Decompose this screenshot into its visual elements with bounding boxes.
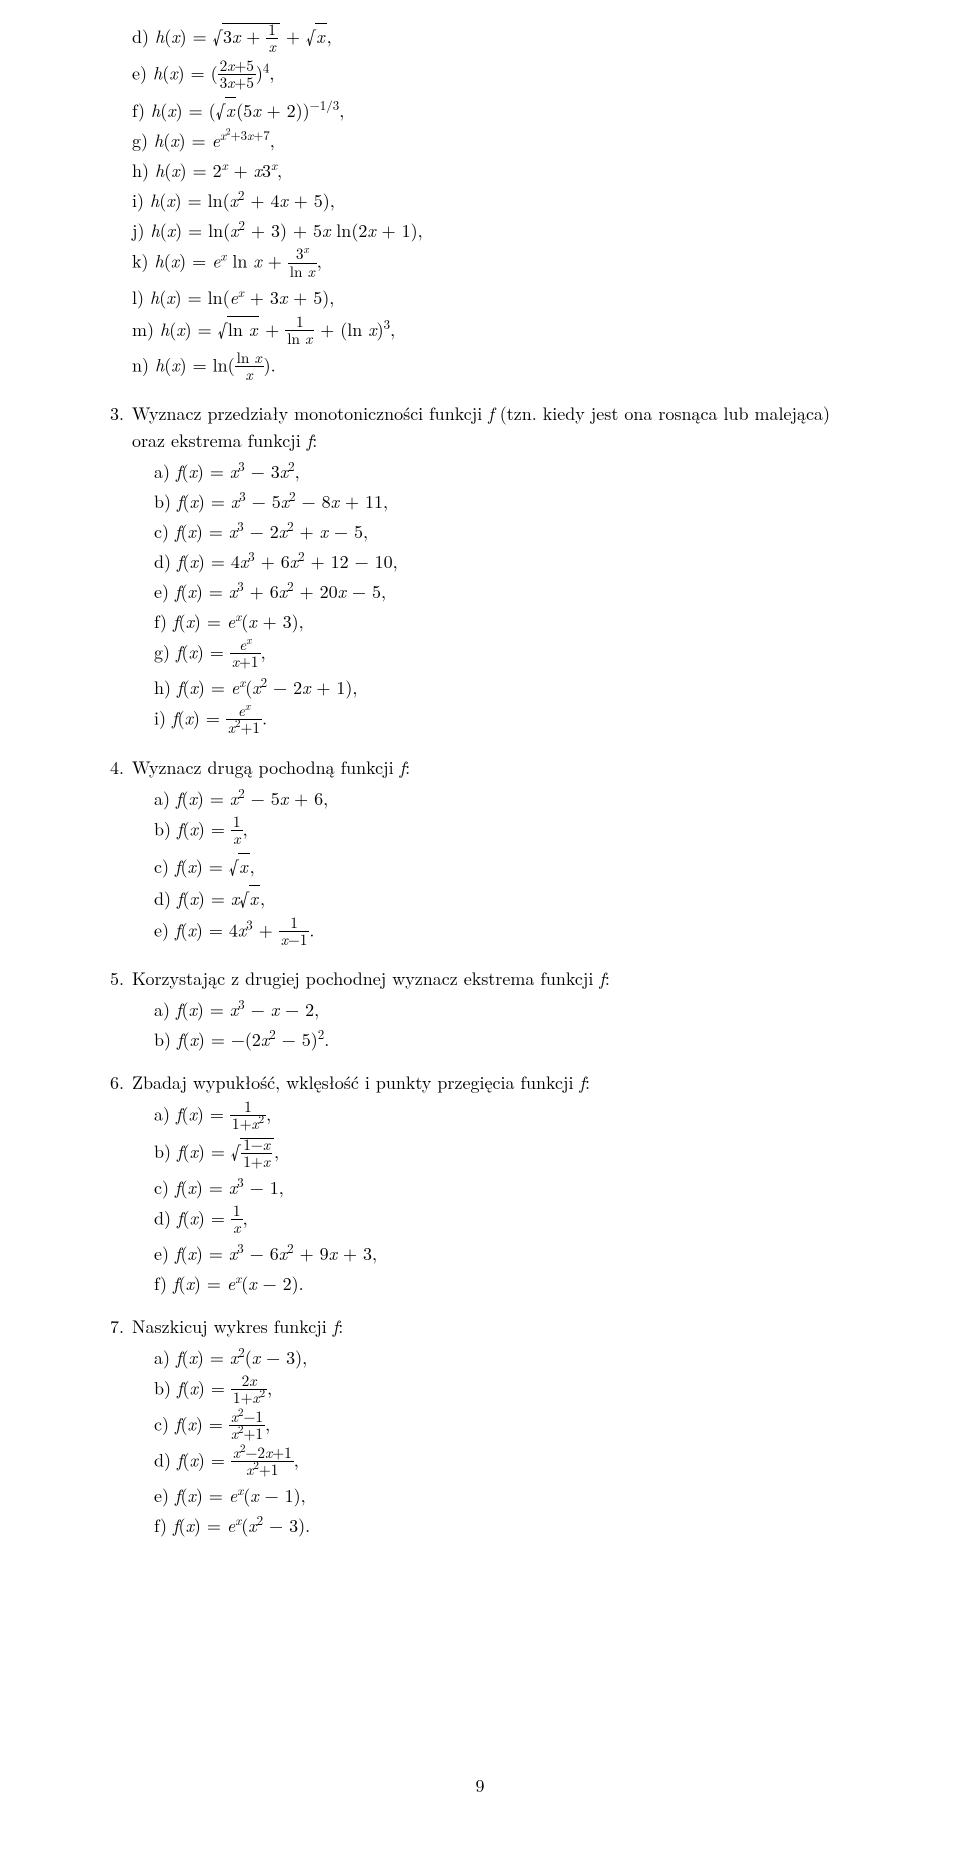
exercise-3-marker: 3. [110, 400, 132, 454]
exercise-5-marker: 5. [110, 965, 132, 992]
page: d) h(x) = 3x + 1x + x, e) h(x) = (2x+53x… [0, 0, 960, 1857]
item-4b: b) f(x) = 1x, [154, 815, 865, 848]
item-3d: d) f(x) = 4x3 + 6x2 + 12 − 10, [154, 548, 865, 575]
exercise-4-items: a) f(x) = x2 − 5x + 6, b) f(x) = 1x, c) … [132, 785, 865, 950]
item-2d: d) h(x) = 3x + 1x + x, [132, 21, 865, 56]
exercise-7-text: Naszkicuj wykres funkcji f: [132, 1313, 865, 1340]
item-2h: h) h(x) = 2x + x3x, [132, 157, 865, 184]
exercise-4-text: Wyznacz drugą pochodną funkcji f: [132, 754, 865, 781]
item-6c: c) f(x) = x3 − 1, [154, 1174, 865, 1201]
item-2j: j) h(x) = ln(x2 + 3) + 5x ln(2x + 1), [132, 217, 865, 244]
item-7f: f) f(x) = ex(x2 − 3). [154, 1512, 865, 1539]
item-2k: k) h(x) = ex ln x + 3xln x, [132, 247, 865, 280]
item-4e: e) f(x) = 4x3 + 1x−1. [154, 916, 865, 949]
item-4a: a) f(x) = x2 − 5x + 6, [154, 785, 865, 812]
item-6b: b) f(x) = 1−x1+x, [154, 1136, 865, 1171]
exercise-5: 5. Korzystając z drugiej pochodnej wyzna… [110, 965, 865, 992]
item-2l: l) h(x) = ln(ex + 3x + 5), [132, 284, 865, 311]
exercise-4: 4. Wyznacz drugą pochodną funkcji f: [110, 754, 865, 781]
item-4c: c) f(x) = x, [154, 851, 865, 881]
item-6a: a) f(x) = 11+x2, [154, 1100, 865, 1133]
item-7b: b) f(x) = 2x1+x2, [154, 1374, 865, 1407]
item-3f: f) f(x) = ex(x + 3), [154, 608, 865, 635]
cont-items: d) h(x) = 3x + 1x + x, e) h(x) = (2x+53x… [110, 21, 865, 384]
item-6f: f) f(x) = ex(x − 2). [154, 1270, 865, 1297]
item-2n: n) h(x) = ln(ln xx). [132, 351, 865, 384]
item-6d: d) f(x) = 1x, [154, 1204, 865, 1237]
item-3a: a) f(x) = x3 − 3x2, [154, 458, 865, 485]
item-7c: c) f(x) = x2−1x2+1, [154, 1410, 865, 1443]
exercise-7: 7. Naszkicuj wykres funkcji f: [110, 1313, 865, 1340]
exercise-5-text: Korzystając z drugiej pochodnej wyznacz … [132, 965, 865, 992]
exercise-6-marker: 6. [110, 1069, 132, 1096]
exercise-3: 3. Wyznacz przedziały monotoniczności fu… [110, 400, 865, 454]
exercise-7-items: a) f(x) = x2(x − 3), b) f(x) = 2x1+x2, c… [132, 1344, 865, 1539]
item-7a: a) f(x) = x2(x − 3), [154, 1344, 865, 1371]
item-3b: b) f(x) = x3 − 5x2 − 8x + 11, [154, 488, 865, 515]
item-3e: e) f(x) = x3 + 6x2 + 20x − 5, [154, 578, 865, 605]
exercise-4-marker: 4. [110, 754, 132, 781]
item-3i: i) f(x) = exx2+1. [154, 704, 865, 737]
item-5b: b) f(x) = −(2x2 − 5)2. [154, 1026, 865, 1053]
item-7e: e) f(x) = ex(x − 1), [154, 1482, 865, 1509]
exercise-3-text: Wyznacz przedziały monotoniczności funkc… [132, 400, 865, 454]
item-4d: d) f(x) = xx, [154, 883, 865, 913]
item-2g: g) h(x) = ex2+3x+7, [132, 127, 865, 154]
item-2f: f) h(x) = (x(5x + 2))−1/3, [132, 95, 865, 125]
exercise-5-items: a) f(x) = x3 − x − 2, b) f(x) = −(2x2 − … [132, 996, 865, 1053]
exercise-6-items: a) f(x) = 11+x2, b) f(x) = 1−x1+x, c) f(… [132, 1100, 865, 1297]
item-3h: h) f(x) = ex(x2 − 2x + 1), [154, 674, 865, 701]
exercise-3-items: a) f(x) = x3 − 3x2, b) f(x) = x3 − 5x2 −… [132, 458, 865, 737]
item-5a: a) f(x) = x3 − x − 2, [154, 996, 865, 1023]
exercise-6-text: Zbadaj wypukłość, wklęsłość i punkty prz… [132, 1069, 865, 1096]
item-3g: g) f(x) = exx+1, [154, 638, 865, 671]
exercise-6: 6. Zbadaj wypukłość, wklęsłość i punkty … [110, 1069, 865, 1096]
item-2i: i) h(x) = ln(x2 + 4x + 5), [132, 187, 865, 214]
item-7d: d) f(x) = x2−2x+1x2+1, [154, 1446, 865, 1479]
item-2m: m) h(x) = ln x + 1ln x + (ln x)3, [132, 314, 865, 349]
item-3c: c) f(x) = x3 − 2x2 + x − 5, [154, 518, 865, 545]
item-2e: e) h(x) = (2x+53x+5)4, [132, 59, 865, 92]
page-number: 9 [0, 1772, 960, 1799]
item-6e: e) f(x) = x3 − 6x2 + 9x + 3, [154, 1240, 865, 1267]
exercise-7-marker: 7. [110, 1313, 132, 1340]
